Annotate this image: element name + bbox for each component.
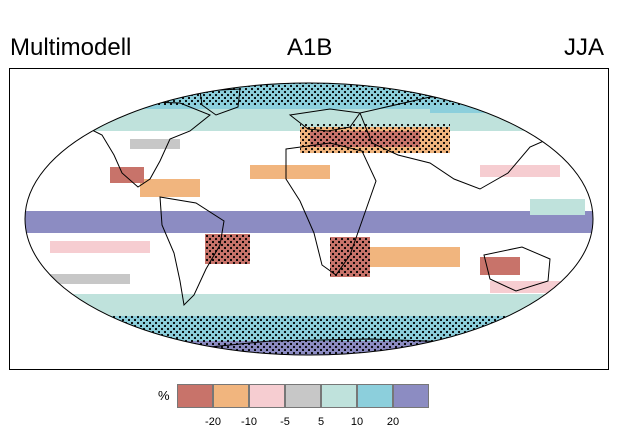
patch bbox=[40, 274, 130, 284]
legend-swatch bbox=[357, 384, 393, 408]
legend-tick-label: -20 bbox=[205, 416, 221, 428]
legend-tick-label: -5 bbox=[280, 416, 290, 428]
patch bbox=[530, 199, 585, 215]
stipple-region bbox=[205, 234, 250, 264]
header-center-label: A1B bbox=[287, 34, 333, 61]
map-frame bbox=[9, 68, 609, 370]
band-north-high bbox=[25, 109, 593, 131]
continent-north-america bbox=[69, 100, 211, 188]
legend-swatch bbox=[321, 384, 357, 408]
globe-outline bbox=[24, 82, 594, 356]
legend-unit-label: % bbox=[158, 388, 170, 403]
band-south-mid bbox=[25, 294, 593, 316]
stipple-region bbox=[300, 124, 450, 154]
patch bbox=[140, 179, 200, 197]
patch bbox=[130, 139, 180, 149]
legend-tick-label: -10 bbox=[241, 416, 257, 428]
legend-tick-label: 5 bbox=[317, 416, 325, 428]
legend-swatch bbox=[393, 384, 429, 408]
continent-south-america bbox=[159, 196, 225, 307]
legend-swatch bbox=[213, 384, 249, 408]
patch bbox=[110, 167, 144, 183]
color-legend: % -20 -10 -5 5 10 20 bbox=[150, 384, 440, 434]
header-left-label: Multimodell bbox=[10, 34, 132, 61]
legend-tick-label: 20 bbox=[386, 416, 400, 428]
patch bbox=[50, 241, 150, 253]
patch bbox=[480, 257, 520, 275]
legend-swatch bbox=[249, 384, 285, 408]
header-right-label: JJA bbox=[563, 34, 604, 61]
legend-swatch bbox=[285, 384, 321, 408]
continent-australia bbox=[483, 246, 551, 292]
continent-europe bbox=[288, 108, 361, 132]
patch bbox=[370, 247, 460, 267]
patch bbox=[480, 165, 560, 177]
stipple-region bbox=[330, 237, 370, 277]
continent-greenland bbox=[199, 88, 241, 116]
patch bbox=[250, 165, 330, 179]
precipitation-map bbox=[24, 82, 594, 356]
continent-africa bbox=[285, 142, 377, 276]
legend-swatch bbox=[177, 384, 213, 408]
legend-tick-label: 10 bbox=[350, 416, 364, 428]
